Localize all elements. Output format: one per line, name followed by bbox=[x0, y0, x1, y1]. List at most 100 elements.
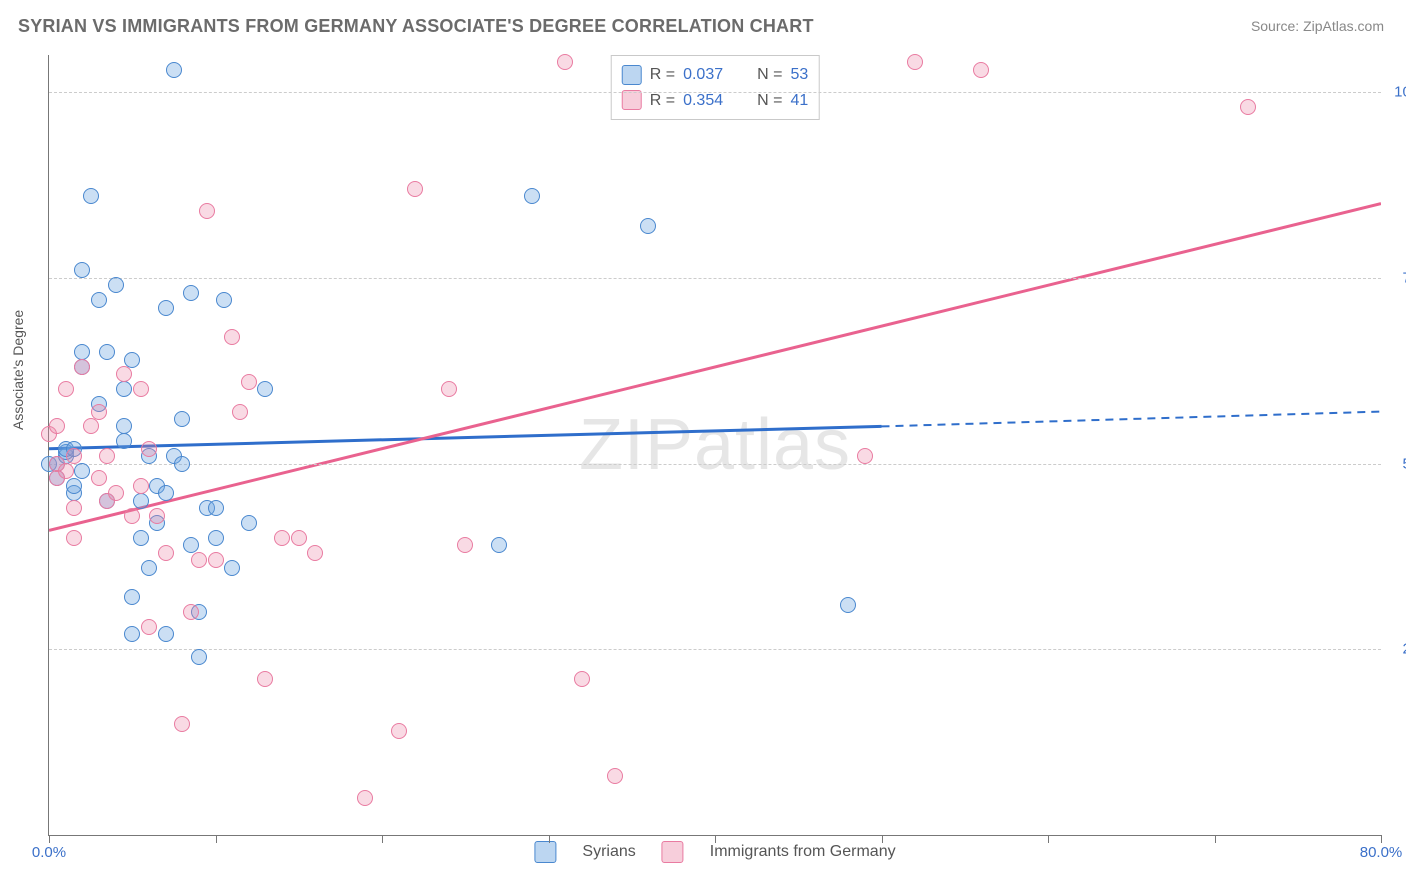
data-point bbox=[116, 381, 132, 397]
data-point bbox=[183, 285, 199, 301]
x-tick bbox=[549, 835, 550, 843]
data-point bbox=[191, 552, 207, 568]
gridline bbox=[49, 649, 1381, 650]
data-point bbox=[116, 433, 132, 449]
watermark: ZIPatlas bbox=[579, 404, 851, 486]
data-point bbox=[457, 537, 473, 553]
data-point bbox=[199, 203, 215, 219]
legend-row-syrians: R = 0.037 N = 53 bbox=[622, 62, 809, 88]
y-tick-label: 50.0% bbox=[1402, 455, 1406, 472]
data-point bbox=[99, 448, 115, 464]
data-point bbox=[224, 560, 240, 576]
trend-lines-layer bbox=[49, 55, 1381, 835]
data-point bbox=[133, 493, 149, 509]
x-tick bbox=[715, 835, 716, 843]
data-point bbox=[133, 478, 149, 494]
data-point bbox=[208, 500, 224, 516]
data-point bbox=[108, 485, 124, 501]
data-point bbox=[49, 418, 65, 434]
data-point bbox=[141, 619, 157, 635]
n-label: N = bbox=[757, 62, 782, 88]
data-point bbox=[857, 448, 873, 464]
data-point bbox=[274, 530, 290, 546]
data-point bbox=[91, 292, 107, 308]
x-tick bbox=[382, 835, 383, 843]
data-point bbox=[116, 418, 132, 434]
y-axis-title: Associate's Degree bbox=[10, 310, 26, 430]
data-point bbox=[174, 411, 190, 427]
data-point bbox=[124, 352, 140, 368]
data-point bbox=[607, 768, 623, 784]
n-value-syrians: 53 bbox=[790, 62, 808, 88]
x-tick bbox=[49, 835, 50, 843]
y-tick-label: 100.0% bbox=[1394, 84, 1406, 101]
data-point bbox=[58, 381, 74, 397]
x-tick bbox=[1048, 835, 1049, 843]
data-point bbox=[149, 508, 165, 524]
gridline bbox=[49, 92, 1381, 93]
data-point bbox=[124, 508, 140, 524]
data-point bbox=[257, 381, 273, 397]
data-point bbox=[66, 530, 82, 546]
data-point bbox=[357, 790, 373, 806]
data-point bbox=[183, 537, 199, 553]
data-point bbox=[174, 716, 190, 732]
data-point bbox=[291, 530, 307, 546]
data-point bbox=[640, 218, 656, 234]
data-point bbox=[124, 589, 140, 605]
legend-label-germany: Immigrants from Germany bbox=[710, 843, 896, 861]
data-point bbox=[216, 292, 232, 308]
source-label: Source: bbox=[1251, 18, 1299, 34]
data-point bbox=[116, 366, 132, 382]
y-tick-label: 25.0% bbox=[1402, 641, 1406, 658]
data-point bbox=[183, 604, 199, 620]
data-point bbox=[124, 626, 140, 642]
data-point bbox=[99, 344, 115, 360]
chart-plot-area: ZIPatlas R = 0.037 N = 53 R = 0.354 N = … bbox=[48, 55, 1381, 836]
r-label: R = bbox=[650, 62, 675, 88]
data-point bbox=[907, 54, 923, 70]
data-point bbox=[441, 381, 457, 397]
x-tick bbox=[1215, 835, 1216, 843]
x-tick bbox=[882, 835, 883, 843]
data-point bbox=[232, 404, 248, 420]
data-point bbox=[191, 649, 207, 665]
legend-swatch-pink bbox=[662, 841, 684, 863]
source-attribution: Source: ZipAtlas.com bbox=[1251, 18, 1384, 34]
data-point bbox=[257, 671, 273, 687]
data-point bbox=[66, 448, 82, 464]
gridline bbox=[49, 464, 1381, 465]
x-tick-label: 80.0% bbox=[1360, 844, 1403, 861]
data-point bbox=[158, 485, 174, 501]
data-point bbox=[224, 329, 240, 345]
chart-title: SYRIAN VS IMMIGRANTS FROM GERMANY ASSOCI… bbox=[18, 16, 1388, 37]
data-point bbox=[840, 597, 856, 613]
data-point bbox=[74, 359, 90, 375]
data-point bbox=[973, 62, 989, 78]
legend-swatch-pink bbox=[622, 90, 642, 110]
data-point bbox=[108, 277, 124, 293]
data-point bbox=[307, 545, 323, 561]
data-point bbox=[166, 62, 182, 78]
data-point bbox=[91, 404, 107, 420]
data-point bbox=[133, 381, 149, 397]
data-point bbox=[241, 515, 257, 531]
data-point bbox=[66, 478, 82, 494]
x-tick bbox=[216, 835, 217, 843]
data-point bbox=[66, 500, 82, 516]
legend-swatch-blue bbox=[534, 841, 556, 863]
data-point bbox=[158, 300, 174, 316]
legend-series: Syrians Immigrants from Germany bbox=[534, 841, 895, 863]
data-point bbox=[158, 626, 174, 642]
data-point bbox=[407, 181, 423, 197]
gridline bbox=[49, 278, 1381, 279]
data-point bbox=[241, 374, 257, 390]
legend-correlation: R = 0.037 N = 53 R = 0.354 N = 41 bbox=[611, 55, 820, 120]
data-point bbox=[83, 188, 99, 204]
data-point bbox=[74, 463, 90, 479]
x-tick-label: 0.0% bbox=[32, 844, 66, 861]
data-point bbox=[141, 560, 157, 576]
r-value-syrians: 0.037 bbox=[683, 62, 723, 88]
data-point bbox=[141, 441, 157, 457]
legend-label-syrians: Syrians bbox=[582, 843, 635, 861]
